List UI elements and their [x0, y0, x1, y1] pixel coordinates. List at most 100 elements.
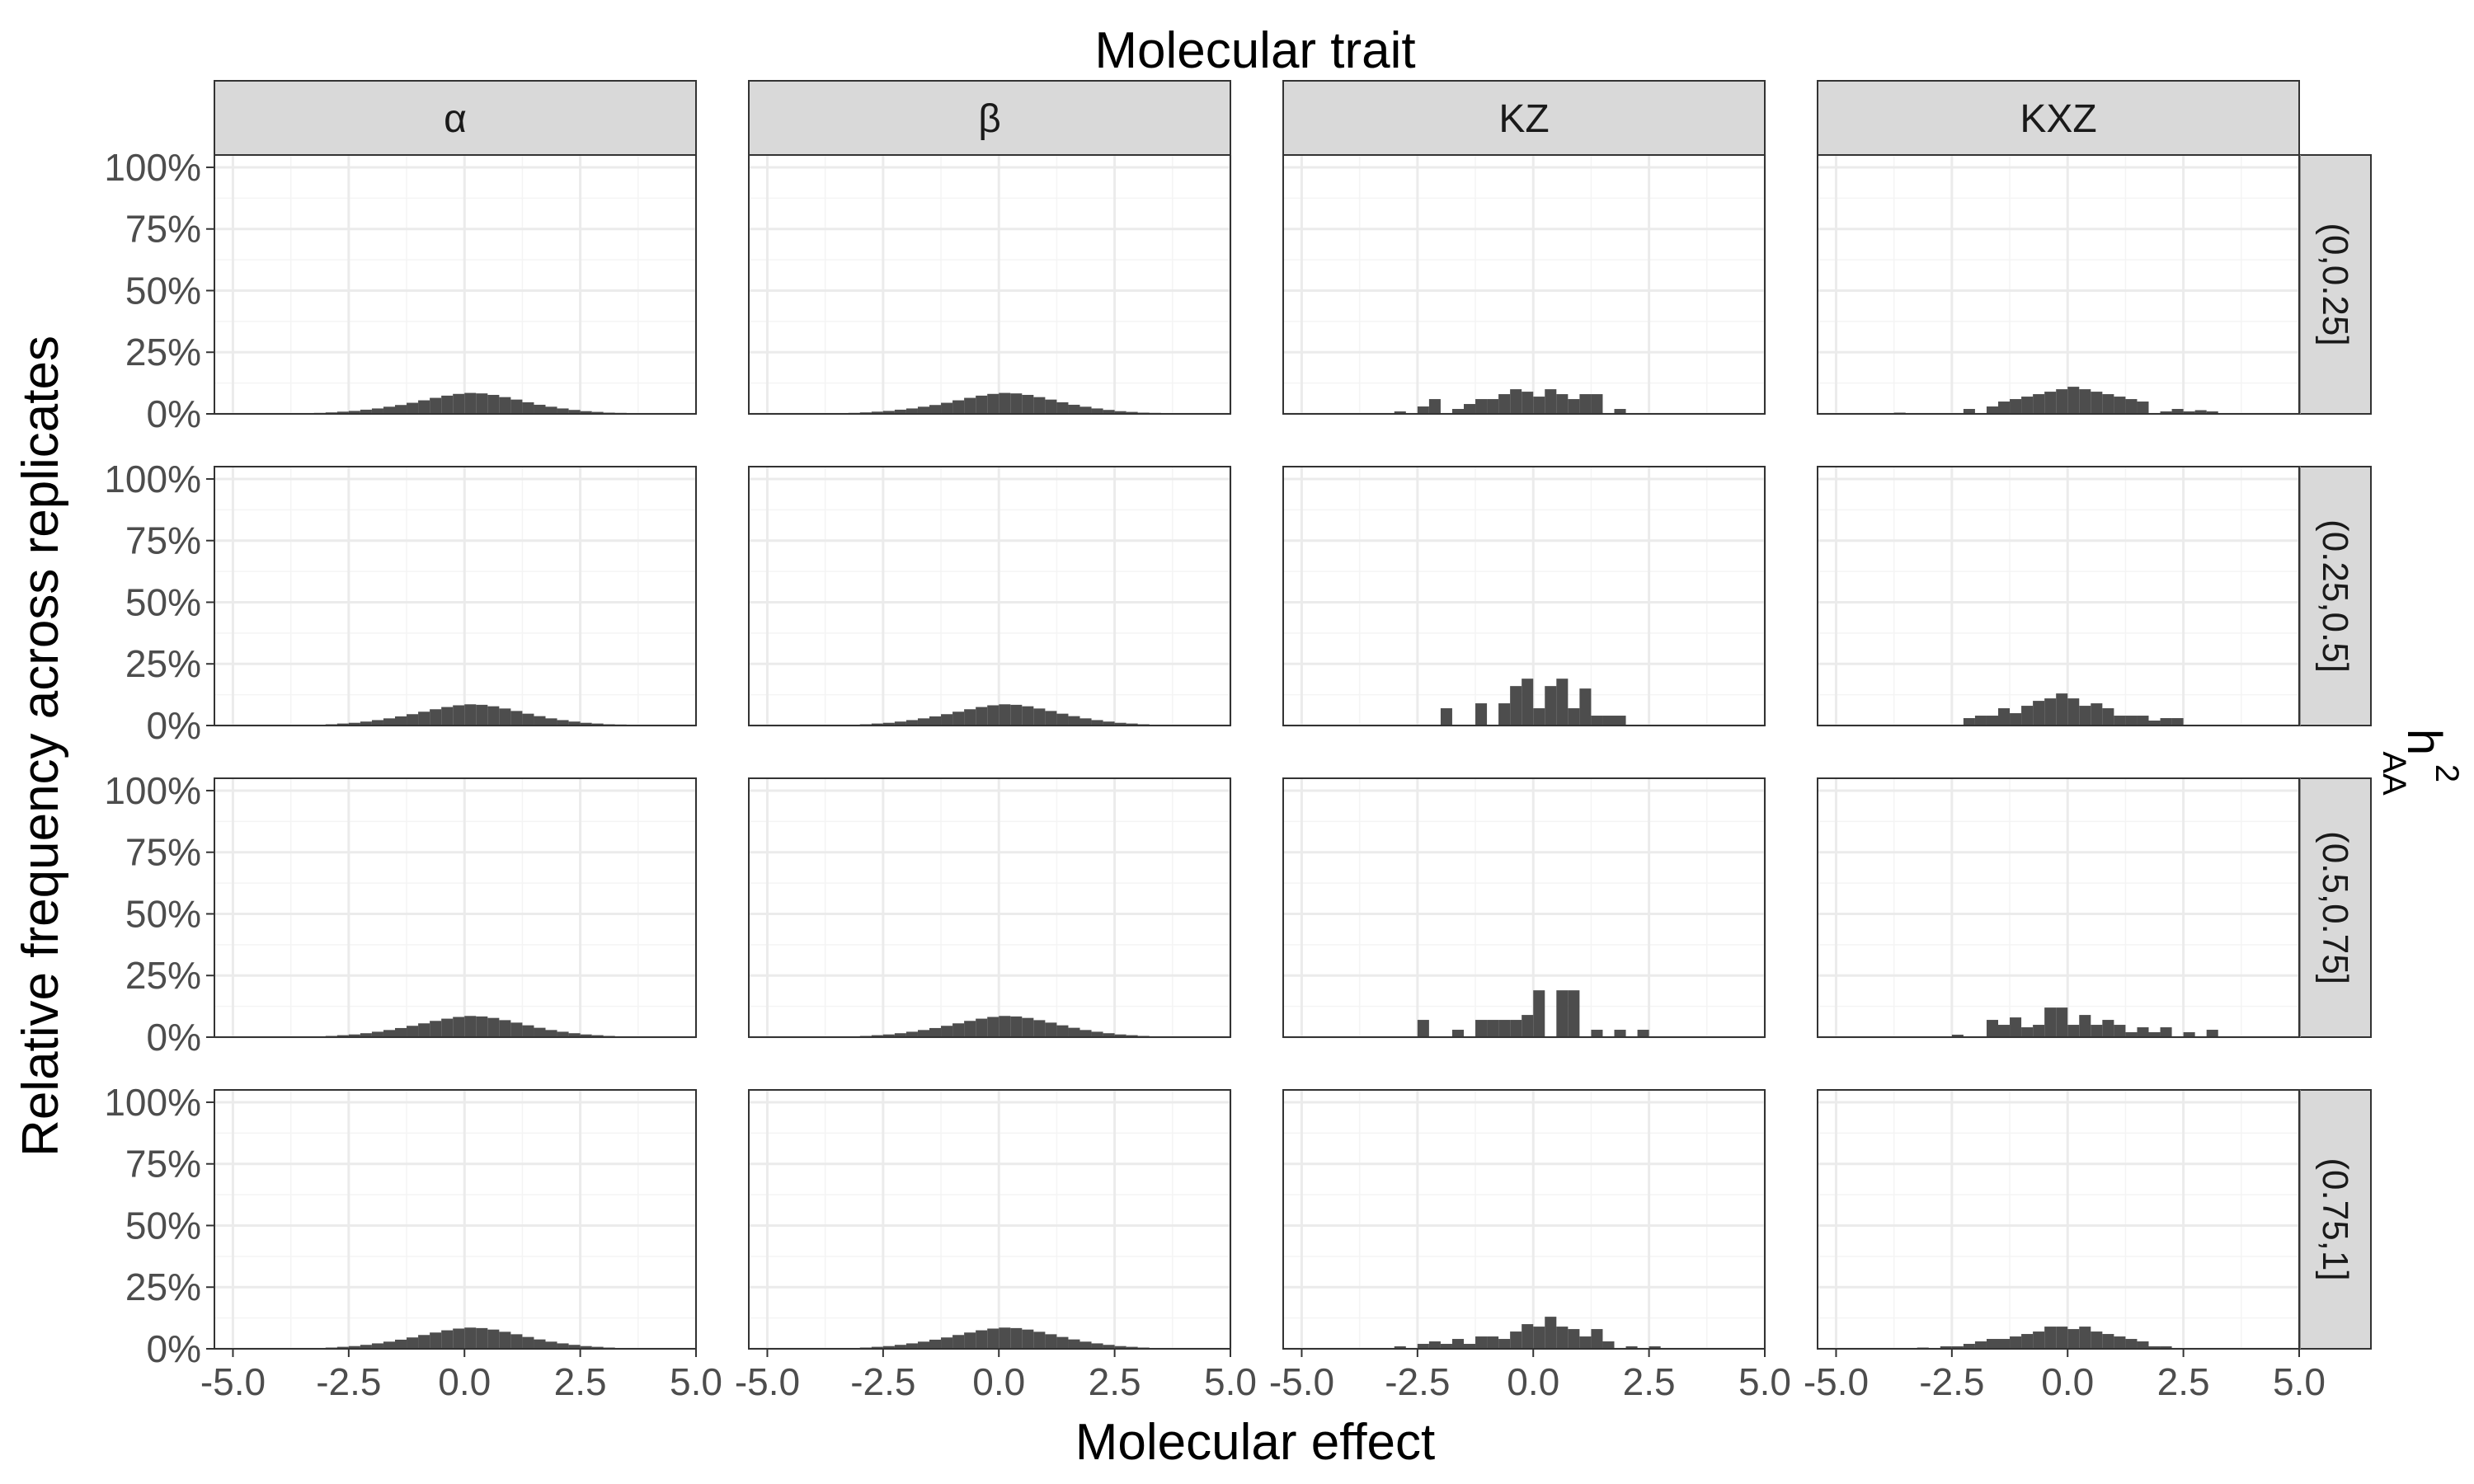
histogram-bar	[1068, 404, 1080, 414]
histogram-bar	[871, 1346, 883, 1349]
histogram-bar	[510, 711, 523, 726]
histogram-bar	[1963, 1344, 1975, 1349]
histogram-bar	[1568, 708, 1580, 726]
y-tick-label: 0%	[147, 704, 201, 747]
histogram-bar	[383, 1030, 395, 1037]
row-strip-label: (0,0.25]	[2315, 223, 2355, 345]
histogram-bar	[1126, 411, 1138, 414]
histogram-bar	[1056, 1336, 1069, 1349]
facet-panel	[1282, 1089, 1766, 1350]
panel-background	[749, 778, 1230, 1037]
facet-panel	[1817, 1089, 2301, 1350]
histogram-bar	[1451, 1339, 1464, 1349]
histogram-bar	[1033, 1020, 1046, 1037]
histogram-bar	[348, 1034, 360, 1037]
panel-border	[1817, 1089, 2300, 1350]
histogram-bar	[2148, 1346, 2161, 1349]
histogram-bar	[2079, 389, 2091, 414]
histogram-bar	[1510, 1331, 1522, 1349]
histogram-bar	[1998, 1339, 2011, 1349]
histogram-bar	[441, 707, 454, 726]
histogram-bar	[487, 706, 500, 726]
histogram-bar	[882, 411, 895, 414]
facet-panel	[748, 154, 1232, 416]
histogram-bar	[964, 709, 976, 726]
histogram-bar	[1045, 711, 1057, 726]
y-tick-label: 100%	[104, 146, 201, 189]
y-tick-label: 50%	[125, 580, 201, 623]
panel-background	[1283, 778, 1765, 1037]
histogram-bar	[591, 411, 604, 414]
row-strip-label: (0.25,0.5]	[2315, 519, 2355, 673]
x-tick-label: -5.0	[200, 1360, 266, 1403]
histogram-bar	[1475, 703, 1488, 726]
histogram-bar	[2091, 1025, 2103, 1037]
histogram-bar	[395, 1339, 407, 1349]
histogram-bar	[952, 1023, 965, 1037]
histogram-bar	[917, 1341, 929, 1349]
panel-border	[1817, 154, 2300, 415]
y-tick-label: 75%	[125, 519, 201, 562]
histogram-bar	[1428, 399, 1441, 414]
histogram-bar	[999, 1327, 1011, 1349]
histogram-bar	[1649, 1346, 1661, 1349]
histogram-bar	[1579, 688, 1592, 726]
histogram-bar	[1417, 1020, 1429, 1037]
histogram-bar	[2125, 1032, 2138, 1037]
panel-border	[1282, 1089, 1766, 1350]
histogram-bar	[1487, 1020, 1499, 1037]
histogram-bar	[545, 1030, 557, 1037]
histogram-bar	[1579, 394, 1592, 414]
histogram-bar	[1091, 1343, 1103, 1349]
x-tick-label: -2.5	[316, 1360, 381, 1403]
histogram-bar	[407, 714, 419, 726]
histogram-bar	[2114, 1025, 2126, 1037]
histogram-bar	[2102, 1020, 2114, 1037]
y-tick-label: 50%	[125, 269, 201, 312]
histogram-bar	[1451, 1030, 1464, 1037]
histogram-bar	[1103, 721, 1115, 726]
y-tick-label: 100%	[104, 458, 201, 500]
histogram-bar	[430, 709, 442, 726]
histogram-bar	[894, 721, 906, 726]
histogram-bar	[476, 1327, 488, 1349]
histogram-bar	[1533, 990, 1545, 1037]
facet-panel	[748, 466, 1232, 727]
histogram-bar	[905, 1031, 918, 1037]
panel-background	[749, 155, 1230, 414]
histogram-bar	[1614, 1030, 1626, 1037]
x-tick-label: -5.0	[1804, 1360, 1869, 1403]
histogram-bar	[395, 405, 407, 414]
x-tick-label: 2.5	[554, 1360, 607, 1403]
histogram-bar	[348, 722, 360, 726]
histogram-bar	[360, 1345, 372, 1349]
histogram-bar	[1440, 1344, 1452, 1349]
histogram-bar	[905, 1343, 918, 1349]
histogram-bar	[1545, 686, 1557, 726]
histogram-bar	[1974, 716, 1987, 726]
histogram-bar	[383, 718, 395, 726]
facet-panel	[1817, 777, 2301, 1039]
histogram-bar	[557, 408, 569, 414]
x-tick-label: 0.0	[972, 1360, 1025, 1403]
histogram-bar	[522, 1025, 534, 1037]
histogram-bar	[1998, 708, 2011, 726]
histogram-bar	[1940, 1346, 1952, 1349]
histogram-bar	[1533, 708, 1545, 726]
row-strip-title-sub: AA	[2376, 751, 2412, 796]
column-strip-label: α	[444, 97, 467, 141]
panel-border	[214, 154, 697, 415]
column-strip-label: KXZ	[2020, 97, 2096, 141]
histogram-bar	[1475, 399, 1488, 414]
y-tick-label: 25%	[125, 331, 201, 373]
histogram-bar	[441, 395, 454, 414]
histogram-bar	[1010, 1016, 1023, 1037]
histogram-bar	[1533, 1327, 1545, 1349]
facet-panel	[214, 466, 698, 727]
histogram-bar	[987, 705, 999, 726]
histogram-bar	[894, 1345, 906, 1349]
histogram-bar	[2067, 387, 2080, 414]
histogram-bar	[1126, 723, 1138, 726]
histogram-bar	[441, 1330, 454, 1349]
panel-border	[748, 777, 1231, 1038]
